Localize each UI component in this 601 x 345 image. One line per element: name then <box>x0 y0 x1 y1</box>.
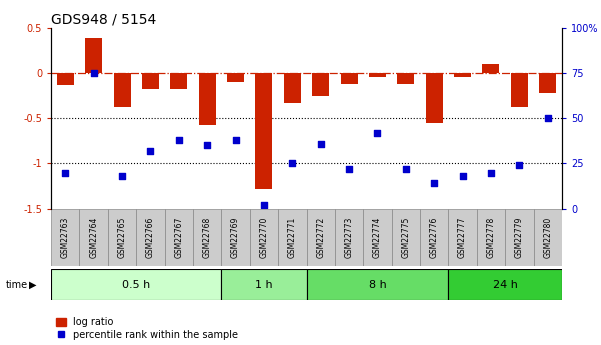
Point <box>61 170 70 175</box>
Bar <box>56 73 74 85</box>
Text: GSM22779: GSM22779 <box>515 217 524 258</box>
Bar <box>363 209 392 266</box>
Bar <box>534 209 562 266</box>
Bar <box>51 269 221 300</box>
Bar <box>79 209 108 266</box>
Text: GSM22777: GSM22777 <box>458 217 467 258</box>
Text: GSM22772: GSM22772 <box>316 217 325 258</box>
Bar <box>369 73 386 77</box>
Bar <box>511 73 528 107</box>
Bar <box>448 209 477 266</box>
Text: GSM22778: GSM22778 <box>486 217 495 258</box>
Point <box>145 148 155 154</box>
Bar <box>312 73 329 96</box>
Text: GSM22776: GSM22776 <box>430 217 439 258</box>
Text: GSM22770: GSM22770 <box>260 217 269 258</box>
Bar <box>165 209 193 266</box>
Text: GSM22764: GSM22764 <box>89 217 98 258</box>
Legend: log ratio, percentile rank within the sample: log ratio, percentile rank within the sa… <box>56 317 239 340</box>
Point <box>316 141 326 146</box>
Text: 0.5 h: 0.5 h <box>122 280 150 289</box>
Text: GSM22771: GSM22771 <box>288 217 297 258</box>
Text: GSM22766: GSM22766 <box>146 217 155 258</box>
Point <box>486 170 496 175</box>
Point <box>259 202 269 208</box>
Text: GSM22773: GSM22773 <box>344 217 353 258</box>
Point <box>514 162 524 168</box>
Point <box>174 137 184 143</box>
Text: GSM22769: GSM22769 <box>231 217 240 258</box>
Bar <box>51 209 79 266</box>
Bar <box>170 73 188 89</box>
Text: 1 h: 1 h <box>255 280 273 289</box>
Point <box>203 142 212 148</box>
Point <box>401 166 410 171</box>
Point <box>373 130 382 135</box>
Text: 8 h: 8 h <box>368 280 386 289</box>
Text: GSM22768: GSM22768 <box>203 217 212 258</box>
Bar <box>199 73 216 125</box>
Bar <box>255 73 272 189</box>
Text: GSM22775: GSM22775 <box>401 217 410 258</box>
Text: GSM22763: GSM22763 <box>61 217 70 258</box>
Bar <box>397 73 414 84</box>
Bar <box>284 73 301 103</box>
Bar <box>307 209 335 266</box>
Text: GSM22767: GSM22767 <box>174 217 183 258</box>
Point <box>458 173 468 179</box>
Bar <box>448 269 562 300</box>
Text: time: time <box>6 280 28 289</box>
Bar <box>454 73 471 77</box>
Bar <box>221 209 250 266</box>
Bar <box>392 209 420 266</box>
Text: GSM22780: GSM22780 <box>543 217 552 258</box>
Bar <box>193 209 221 266</box>
Bar <box>136 209 165 266</box>
Bar <box>278 209 307 266</box>
Bar <box>420 209 448 266</box>
Point <box>344 166 354 171</box>
Point <box>430 180 439 186</box>
Bar <box>505 209 534 266</box>
Bar <box>341 73 358 84</box>
Point <box>287 161 297 166</box>
Bar <box>477 209 505 266</box>
Bar <box>108 209 136 266</box>
Point <box>231 137 240 143</box>
Bar <box>250 209 278 266</box>
Bar <box>539 73 557 93</box>
Bar <box>227 73 244 82</box>
Text: GSM22774: GSM22774 <box>373 217 382 258</box>
Bar <box>335 209 363 266</box>
Text: ▶: ▶ <box>29 280 36 289</box>
Bar <box>426 73 443 123</box>
Text: GSM22765: GSM22765 <box>118 217 127 258</box>
Bar <box>483 64 499 73</box>
Point <box>543 115 552 121</box>
Text: GDS948 / 5154: GDS948 / 5154 <box>51 12 156 27</box>
Point <box>117 173 127 179</box>
Bar <box>114 73 130 107</box>
Bar <box>142 73 159 89</box>
Bar <box>307 269 448 300</box>
Point <box>89 70 99 76</box>
Bar <box>85 38 102 73</box>
Text: 24 h: 24 h <box>493 280 517 289</box>
Bar <box>221 269 307 300</box>
